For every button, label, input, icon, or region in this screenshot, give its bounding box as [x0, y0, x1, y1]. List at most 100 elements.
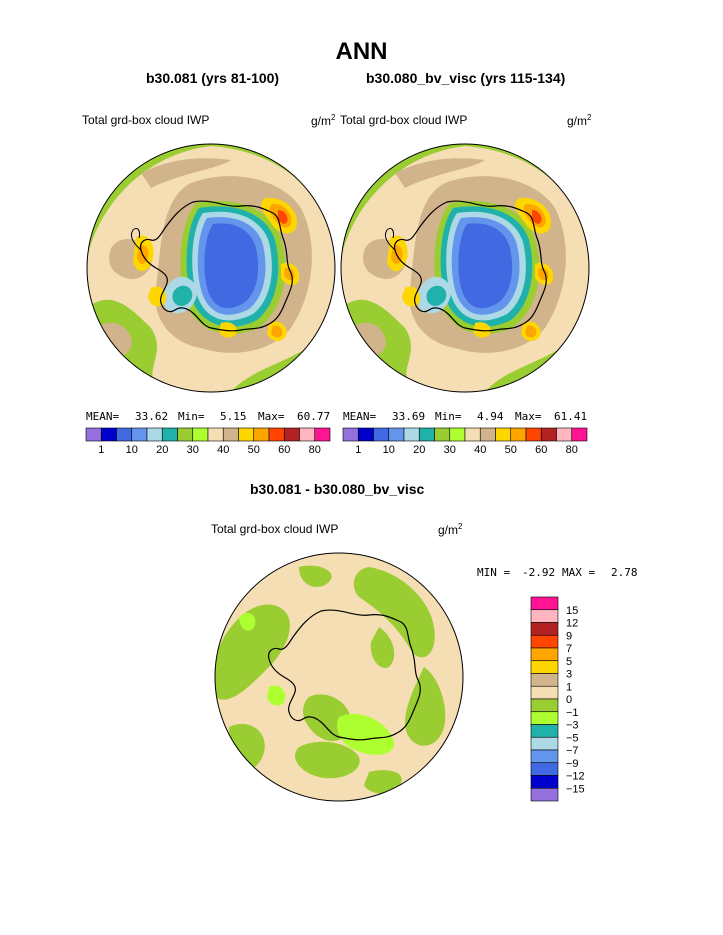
panel1-colorbar-tick-label: 30: [187, 444, 199, 456]
panel3-colorbar-swatch: [530, 736, 559, 751]
panel3-max-label: MAX =: [562, 566, 596, 579]
diff-title: b30.081 - b30.080_bv_visc: [250, 481, 425, 497]
panel3-colorbar-tick-label: −15: [566, 783, 585, 795]
panel2-max-value: 61.41: [554, 410, 588, 423]
panel1-colorbar-swatch: [268, 427, 285, 442]
panel1-max-label: Max=: [258, 410, 285, 423]
panel2-colorbar-swatch: [540, 427, 557, 442]
panel3-field-label: Total grd-box cloud IWP: [211, 522, 339, 536]
panel1-colorbar-swatch: [116, 427, 133, 442]
panel1-colorbar-swatch: [222, 427, 239, 442]
panel1-colorbar-swatch: [161, 427, 178, 442]
panel3-min-label: MIN =: [477, 566, 511, 579]
panel3-colorbar-tick-label: 12: [566, 618, 578, 630]
panel1-colorbar-swatch: [299, 427, 316, 442]
panel2-colorbar-tick-label: 30: [444, 444, 456, 456]
panel3-colorbar-tick-label: 7: [566, 643, 572, 655]
panel2-colorbar-swatch: [510, 427, 527, 442]
panel3-polar-map: [214, 552, 464, 802]
panel3-colorbar-swatch: [530, 749, 559, 764]
panel1-colorbar-swatch: [177, 427, 194, 442]
panel1-colorbar: 1 10 20 30 40 50 60 80: [85, 427, 331, 456]
panel3-colorbar-tick-label: 15: [566, 605, 578, 617]
page-title: ANN: [335, 38, 388, 65]
panel2-colorbar-swatch: [525, 427, 542, 442]
panel3-colorbar-swatch: [530, 711, 559, 725]
panel2-field-label: Total grd-box cloud IWP: [340, 113, 468, 127]
panel1-colorbar-tick-label: 80: [309, 444, 321, 456]
panel1-min-value: 5.15: [220, 410, 247, 423]
panel3-colorbar-tick-label: 3: [566, 669, 572, 681]
panel2-colorbar-swatch: [342, 427, 359, 442]
panel1-colorbar-swatch: [100, 427, 117, 442]
panel1-colorbar-swatch: [146, 427, 163, 442]
panel3-colorbar-swatch: [530, 609, 559, 623]
panel3-min-value: -2.92: [522, 566, 556, 579]
panel3-colorbar-swatch: [530, 787, 559, 802]
panel1-colorbar-tick-label: 60: [278, 444, 290, 456]
panel2-colorbar-tick-label: 10: [383, 444, 395, 456]
panel2-colorbar-swatch: [449, 427, 466, 442]
panel2-colorbar-tick-label: 80: [566, 444, 578, 456]
panel2-units: g/m2: [567, 113, 592, 128]
panel3-colorbar-swatch: [530, 622, 559, 636]
panel3-colorbar-swatch: [530, 724, 559, 738]
panel3-colorbar-swatch: [530, 634, 559, 649]
panel1-field-label: Total grd-box cloud IWP: [82, 113, 210, 127]
panel1-mean-label: MEAN=: [86, 410, 120, 423]
panel3-colorbar-tick-label: −5: [566, 732, 579, 744]
panel3-colorbar-swatch: [530, 698, 559, 713]
panel3-colorbar-tick-label: −12: [566, 771, 585, 783]
left-panel-title: b30.081 (yrs 81-100): [146, 70, 280, 86]
panel1-colorbar-swatch: [192, 427, 209, 442]
panel2-min-value: 4.94: [477, 410, 504, 423]
panel1-colorbar-swatch: [283, 427, 300, 442]
panel1-colorbar-tick-label: 1: [98, 444, 104, 456]
panel2-colorbar-tick-label: 20: [413, 444, 425, 456]
panel3-colorbar-swatch: [530, 660, 559, 674]
panel2-colorbar-swatch: [373, 427, 390, 442]
panel2-colorbar-swatch: [434, 427, 451, 442]
panel3-colorbar-swatch: [530, 596, 559, 611]
panel2-colorbar-tick-label: 1: [355, 444, 361, 456]
panel3-colorbar-tick-label: 9: [566, 630, 572, 642]
panel3-colorbar-tick-label: −3: [566, 720, 579, 732]
panel2-colorbar: 1 10 20 30 40 50 60 80: [342, 427, 588, 456]
panel1-colorbar-swatch: [314, 427, 331, 442]
panel1-colorbar-swatch: [85, 427, 102, 442]
panel3-colorbar-swatch: [530, 685, 559, 700]
panel3-colorbar-tick-label: −9: [566, 758, 579, 770]
panel2-max-label: Max=: [515, 410, 542, 423]
panel1-colorbar-tick-label: 10: [126, 444, 138, 456]
panel2-colorbar-swatch: [418, 427, 435, 442]
panel2-mean-label: MEAN=: [343, 410, 377, 423]
panel2-colorbar-tick-label: 50: [505, 444, 517, 456]
panel2-colorbar-tick-label: 40: [474, 444, 486, 456]
panel3-max-value: 2.78: [611, 566, 638, 579]
panel2-colorbar-swatch: [464, 427, 481, 442]
panel3-colorbar-tick-label: −1: [566, 707, 579, 719]
panel2-colorbar-swatch: [357, 427, 374, 442]
panel1-colorbar-swatch: [131, 427, 148, 442]
panel1-colorbar-swatch: [238, 427, 255, 442]
panel1-colorbar-tick-label: 40: [217, 444, 229, 456]
panel1-units: g/m2: [311, 113, 336, 128]
panel3-colorbar-tick-label: 0: [566, 694, 572, 706]
panel3-units: g/m2: [438, 522, 463, 537]
panel2-colorbar-swatch: [403, 427, 420, 442]
panel1-colorbar-tick-label: 50: [248, 444, 260, 456]
panel1-polar-map: [86, 143, 336, 393]
panel2-colorbar-swatch: [556, 427, 573, 442]
panel3-colorbar-tick-label: 1: [566, 681, 572, 693]
panel2-colorbar-swatch: [479, 427, 496, 442]
panel2-colorbar-swatch: [571, 427, 588, 442]
panel2-colorbar-swatch: [495, 427, 512, 442]
panel3-colorbar-swatch: [530, 673, 559, 687]
panel3-colorbar-swatch: [530, 762, 559, 776]
panel1-mean-value: 33.62: [135, 410, 169, 423]
panel2-mean-value: 33.69: [392, 410, 426, 423]
panel1-colorbar-swatch: [253, 427, 270, 442]
panel1-colorbar-tick-label: 20: [156, 444, 168, 456]
